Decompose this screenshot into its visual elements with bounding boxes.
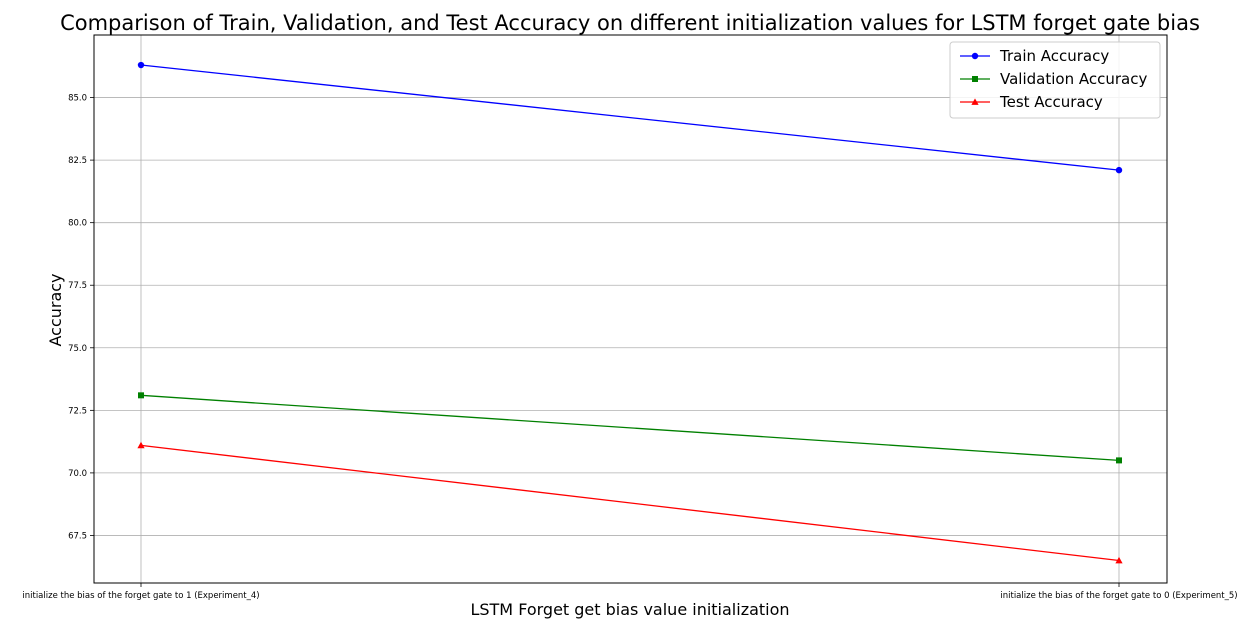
y-tick-label: 70.0 <box>68 469 87 479</box>
data-point-circle <box>137 61 145 69</box>
y-tick-label: 80.0 <box>68 219 87 229</box>
legend: Train Accuracy Validation Accuracy Test Ac… <box>949 41 1161 119</box>
legend-entry-label: Test Accuracy <box>999 93 1103 111</box>
data-point-circle <box>971 52 979 60</box>
data-point-triangle <box>137 441 145 449</box>
legend-entry-label: Validation Accuracy <box>1000 70 1147 88</box>
series-validation-accuracy <box>138 392 1122 464</box>
x-tick-label: initialize the bias of the forget gate t… <box>22 591 259 601</box>
axis-ticks: 67.5 70.0 72.5 75.0 77.5 80.0 82.5 85.0 initiali… <box>22 94 1237 601</box>
data-point-circle <box>1115 166 1123 174</box>
series-line <box>140 394 1120 462</box>
y-tick-label: 75.0 <box>68 344 87 354</box>
plot-series <box>137 61 1123 564</box>
y-tick-label: 77.5 <box>68 281 87 291</box>
y-tick-label: 67.5 <box>68 531 87 541</box>
data-point-square <box>1116 457 1122 464</box>
series-line <box>140 444 1120 562</box>
plot-frame <box>93 34 1168 584</box>
legend-box <box>949 41 1161 119</box>
series-line <box>140 64 1120 171</box>
legend-entry-label: Train Accuracy <box>999 47 1109 65</box>
y-axis-label: Accuracy <box>46 273 65 346</box>
data-point-triangle <box>1115 556 1123 564</box>
y-tick-label: 82.5 <box>68 156 87 166</box>
data-point-square <box>138 392 144 399</box>
series-test-accuracy <box>137 441 1123 564</box>
grid-lines <box>94 35 1167 583</box>
y-tick-label: 85.0 <box>68 94 87 104</box>
y-tick-label: 72.5 <box>68 406 87 416</box>
data-point-square <box>972 76 978 82</box>
data-point-triangle <box>971 98 979 105</box>
x-tick-label: initialize the bias of the forget gate t… <box>1000 591 1237 601</box>
series-train-accuracy <box>137 61 1123 174</box>
x-axis-label: LSTM Forget get bias value initializatio… <box>470 600 789 619</box>
chart-title: Comparison of Train, Validation, and Tes… <box>60 11 1200 35</box>
